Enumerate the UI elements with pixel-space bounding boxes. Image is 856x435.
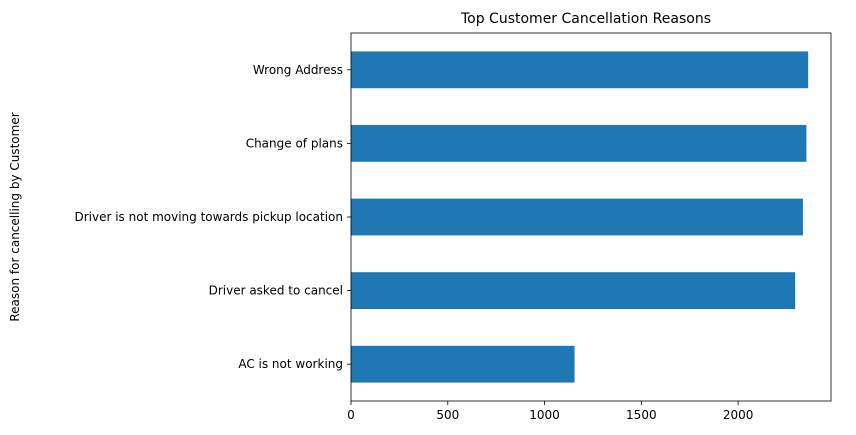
bar [351, 198, 803, 236]
bar [351, 345, 575, 383]
y-tick-label: AC is not working [238, 357, 343, 371]
x-tick-label: 2000 [723, 408, 754, 422]
chart-title: Top Customer Cancellation Reasons [460, 11, 711, 27]
x-tick-label: 1500 [626, 408, 657, 422]
y-ticks-group: AC is not working Driver asked to cancel D… [74, 63, 351, 371]
y-axis-label: Reason for cancelling by Customer [8, 112, 22, 321]
bars-group [351, 51, 809, 383]
bar [351, 125, 807, 162]
y-tick-label: Driver is not moving towards pickup loca… [74, 210, 343, 224]
x-tick-label: 1000 [529, 408, 560, 422]
x-tick-label: 0 [347, 408, 355, 422]
x-tick-label: 500 [436, 408, 459, 422]
plot-frame [350, 32, 832, 402]
y-tick-label: Wrong Address [253, 63, 343, 77]
bar [351, 272, 796, 309]
y-tick-label: Driver asked to cancel [209, 284, 343, 298]
x-ticks-group: 0 500 1000 1500 2000 [347, 401, 753, 422]
y-tick-label: Change of plans [246, 136, 343, 150]
bar [351, 51, 809, 89]
